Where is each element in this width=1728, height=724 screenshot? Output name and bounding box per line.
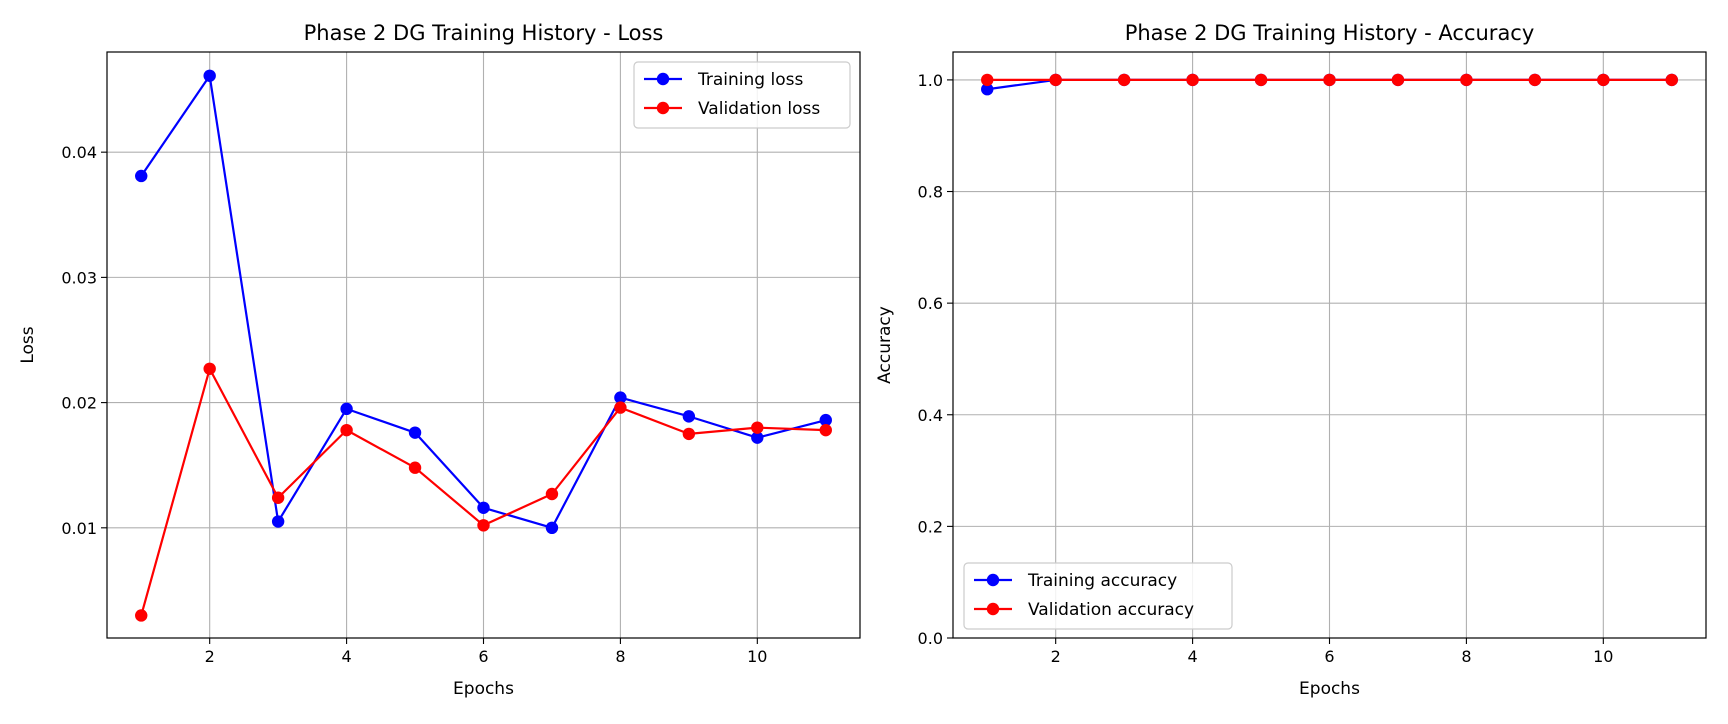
legend-marker-training	[656, 72, 670, 86]
legend-label-training: Training accuracy	[1027, 571, 1177, 591]
data-point-training	[981, 83, 994, 96]
chart-title: Phase 2 DG Training History - Loss	[304, 21, 664, 45]
data-point-validation	[1186, 73, 1199, 87]
data-point-validation	[1254, 73, 1268, 87]
data-point-validation	[614, 401, 627, 414]
legend: Training accuracy Validation accuracy	[963, 562, 1233, 630]
x-axis-label: Epochs	[453, 679, 514, 699]
data-point-training	[340, 402, 353, 416]
data-point-training	[819, 413, 832, 427]
y-tick-label: 0.6	[918, 294, 943, 313]
legend: Training loss Validation loss	[633, 61, 851, 129]
legend-label-validation: Validation accuracy	[1028, 600, 1194, 620]
data-point-training	[614, 391, 627, 404]
y-axis-label: Accuracy	[875, 306, 895, 384]
data-point-training	[545, 521, 559, 535]
x-axis-label: Epochs	[1299, 679, 1360, 699]
legend-marker-validation	[656, 101, 670, 115]
data-point-validation	[545, 487, 559, 501]
y-tick-label: 0.04	[61, 143, 97, 162]
data-point-validation	[135, 609, 148, 622]
legend-box	[633, 61, 851, 129]
legend-marker-validation	[986, 602, 1000, 616]
x-tick-label: 6	[1324, 647, 1334, 666]
legend-label-validation: Validation loss	[698, 99, 820, 119]
data-point-validation	[819, 423, 832, 437]
legend-marker-training	[986, 573, 1000, 587]
data-point-validation	[1597, 73, 1610, 87]
y-tick-label: 0.8	[918, 183, 943, 202]
x-tick-label: 2	[1051, 647, 1061, 666]
subplot-accuracy: 2 4 6 8 10 0.0 0.2 0.4 0.6 0.8 1.0 Phase 2 DG Train…	[875, 21, 1707, 699]
x-tick-label: 6	[478, 647, 488, 666]
chart-title: Phase 2 DG Training History - Accuracy	[1125, 21, 1535, 45]
data-point-training	[203, 69, 216, 82]
y-axis-label: Loss	[18, 326, 38, 363]
legend-label-training: Training loss	[697, 70, 803, 90]
data-point-training	[751, 431, 764, 444]
data-point-training	[271, 515, 285, 528]
data-point-validation	[271, 491, 285, 504]
data-point-validation	[1323, 73, 1336, 87]
legend-box	[963, 562, 1233, 630]
x-tick-label: 4	[1187, 647, 1197, 666]
x-tick-label: 10	[1593, 647, 1613, 666]
x-tick-label: 10	[747, 647, 767, 666]
data-point-validation	[203, 362, 216, 375]
data-point-training	[408, 426, 422, 439]
data-point-validation	[1117, 73, 1131, 87]
data-point-validation	[1665, 73, 1678, 87]
y-tick-label: 0.0	[918, 629, 943, 648]
data-point-validation	[477, 519, 490, 532]
data-point-validation	[408, 461, 422, 474]
x-tick-label: 4	[341, 647, 351, 666]
x-tick-label: 2	[205, 647, 215, 666]
y-tick-label: 1.0	[918, 71, 943, 90]
x-tick-label: 8	[1461, 647, 1471, 666]
x-tick-label: 8	[615, 647, 625, 666]
data-point-validation	[981, 73, 994, 87]
y-tick-label: 0.02	[61, 394, 97, 413]
y-tick-label: 0.4	[918, 406, 943, 425]
y-tick-label: 0.2	[918, 517, 943, 536]
data-point-validation	[751, 421, 764, 434]
data-point-training	[135, 169, 148, 183]
y-tick-label: 0.03	[61, 268, 97, 287]
data-point-validation	[1049, 73, 1062, 87]
data-point-validation	[1460, 73, 1473, 87]
data-point-validation	[682, 427, 696, 441]
data-point-validation	[340, 423, 353, 437]
y-tick-label: 0.01	[61, 519, 97, 538]
data-point-validation	[1528, 73, 1542, 87]
subplot-loss: 2 4 6 8 10 0.01 0.02 0.03 0.04 Phase 2 DG Trainin…	[18, 21, 861, 699]
data-point-training	[477, 501, 490, 514]
data-point-validation	[1391, 73, 1405, 87]
data-point-training	[682, 410, 696, 423]
